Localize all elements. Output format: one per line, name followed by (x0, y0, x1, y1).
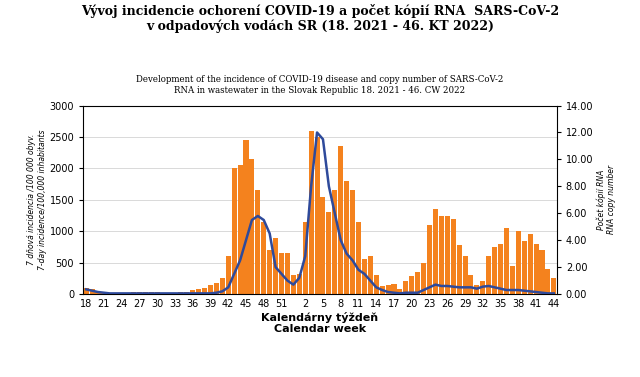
Bar (84, 288, 89, 294)
Bar (232, 169, 237, 294)
Bar (279, 253, 284, 294)
Bar (172, 293, 177, 294)
Bar (356, 222, 361, 294)
Text: Development of the incidence of COVID-19 disease and copy number of SARS-CoV-2
R: Development of the incidence of COVID-19… (136, 75, 504, 95)
Bar (486, 256, 492, 294)
Bar (392, 284, 397, 294)
Bar (297, 274, 302, 294)
Bar (90, 289, 95, 294)
Bar (243, 140, 248, 294)
Bar (456, 245, 461, 294)
Bar (385, 285, 390, 294)
Bar (540, 250, 545, 294)
Bar (480, 282, 485, 294)
Bar (220, 278, 225, 294)
Bar (527, 234, 532, 294)
Text: Vývoj incidencie ochorení COVID-19 a počet kópií RNA  SARS-CoV-2
v odpadových vo: Vývoj incidencie ochorení COVID-19 a poč… (81, 4, 559, 34)
Bar (344, 181, 349, 294)
Bar (516, 231, 521, 294)
Bar (326, 212, 332, 294)
Bar (202, 288, 207, 294)
Bar (161, 293, 166, 294)
Bar (208, 285, 213, 294)
Bar (95, 292, 100, 294)
Bar (255, 190, 260, 294)
Bar (338, 146, 343, 294)
Bar (504, 228, 509, 294)
Bar (314, 137, 319, 294)
Bar (101, 293, 106, 294)
Bar (468, 275, 474, 294)
Bar (451, 219, 456, 294)
Y-axis label: Počet kópií RNA
RNA copy number: Počet kópií RNA RNA copy number (596, 165, 616, 234)
Bar (273, 238, 278, 294)
Bar (474, 285, 479, 294)
Bar (445, 216, 450, 294)
Bar (510, 266, 515, 294)
Bar (155, 293, 160, 294)
Bar (427, 225, 432, 294)
Bar (439, 216, 444, 294)
Bar (190, 290, 195, 294)
Bar (184, 291, 189, 294)
Bar (113, 293, 118, 294)
Bar (285, 253, 290, 294)
Bar (545, 269, 550, 294)
Bar (291, 275, 296, 294)
Bar (362, 259, 367, 294)
Bar (380, 286, 385, 294)
Bar (332, 190, 337, 294)
Bar (321, 197, 326, 294)
Bar (125, 293, 130, 294)
Bar (250, 159, 255, 294)
Bar (261, 222, 266, 294)
Bar (303, 222, 308, 294)
Bar (226, 256, 231, 294)
Bar (267, 250, 272, 294)
Bar (350, 190, 355, 294)
Bar (179, 293, 184, 294)
Bar (108, 293, 113, 294)
Bar (119, 293, 124, 294)
Bar (403, 282, 408, 294)
Bar (415, 272, 420, 294)
Bar (237, 165, 243, 294)
Bar (433, 209, 438, 294)
Bar (409, 276, 414, 294)
Bar (551, 278, 556, 294)
Bar (214, 283, 219, 294)
Bar (131, 293, 136, 294)
Y-axis label: 7 dňová incidencia /100 000 obyv.
7-day incidence/100,000 inhabitants: 7 dňová incidencia /100 000 obyv. 7-day … (28, 130, 47, 270)
Bar (148, 293, 154, 294)
Bar (374, 275, 379, 294)
Bar (143, 292, 148, 294)
Bar (421, 263, 426, 294)
Bar (308, 131, 314, 294)
X-axis label: Kalendárny týždeň
Calendar week: Kalendárny týždeň Calendar week (261, 312, 379, 334)
Bar (463, 256, 468, 294)
Bar (492, 247, 497, 294)
Bar (137, 292, 142, 294)
Bar (522, 241, 527, 294)
Bar (534, 244, 539, 294)
Bar (196, 289, 201, 294)
Bar (397, 289, 403, 294)
Bar (166, 293, 172, 294)
Bar (368, 256, 373, 294)
Bar (498, 244, 503, 294)
